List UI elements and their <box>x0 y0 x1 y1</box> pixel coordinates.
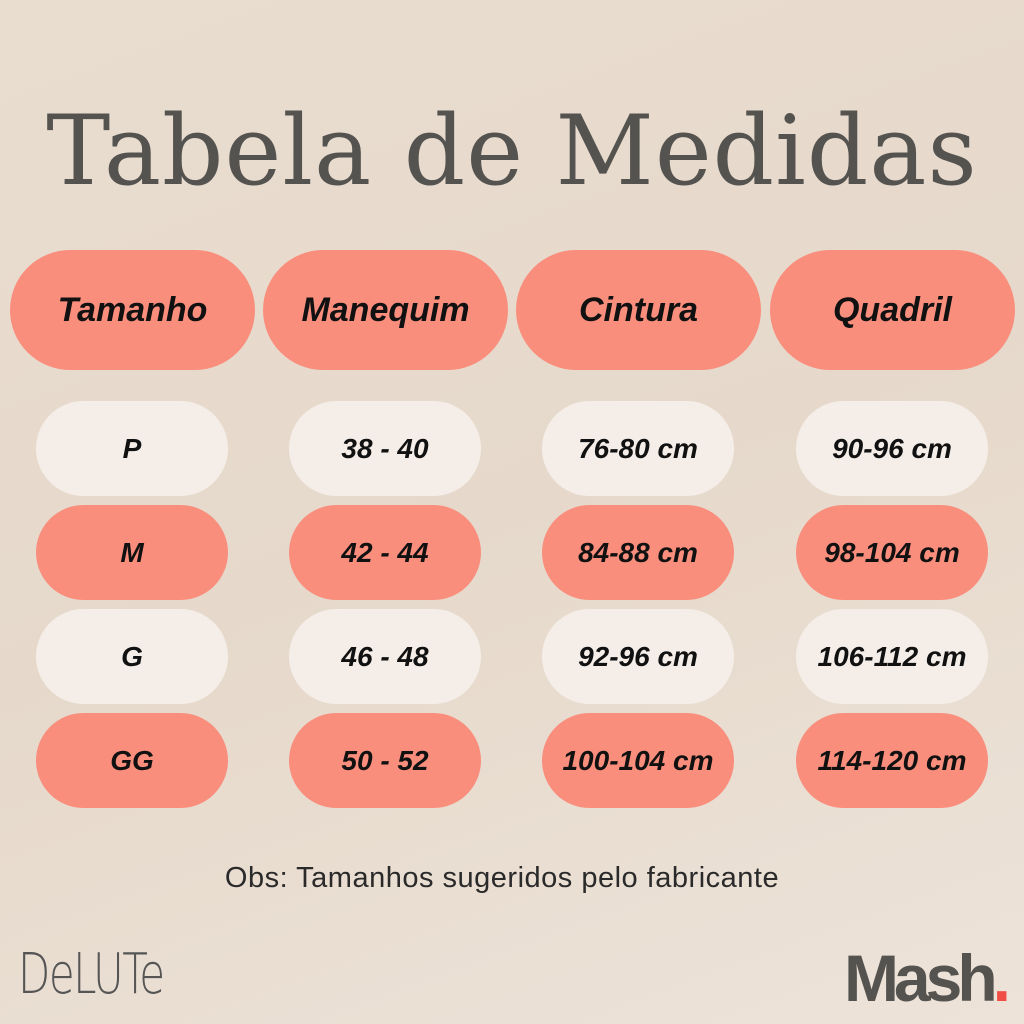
table-cell: 114-120 cm <box>796 713 988 808</box>
table-cell: 100-104 cm <box>542 713 734 808</box>
table-cell: P <box>36 401 228 496</box>
table-cell: G <box>36 609 228 704</box>
mash-logo-dot: . <box>992 941 1011 1015</box>
table-cell: 38 - 40 <box>289 401 481 496</box>
note-text: Obs: Tamanhos sugeridos pelo fabricante <box>224 862 780 894</box>
table-cell: 50 - 52 <box>289 713 481 808</box>
table-cell: 46 - 48 <box>289 609 481 704</box>
table-cell: 92-96 cm <box>542 609 734 704</box>
table-cell: 42 - 44 <box>289 505 481 600</box>
column-header-quadril: Quadril <box>770 250 1015 370</box>
delute-logo: DeLUTe <box>18 942 165 1007</box>
mash-logo-text: Mash <box>843 941 998 1015</box>
table-cell: 98-104 cm <box>796 505 988 600</box>
mash-logo: Mash. <box>843 940 1011 1016</box>
column-header-cintura: Cintura <box>516 250 761 370</box>
column-header-manequim: Manequim <box>263 250 508 370</box>
table-cell: 90-96 cm <box>796 401 988 496</box>
table-cell: GG <box>36 713 228 808</box>
table-cell: 76-80 cm <box>542 401 734 496</box>
column-header-tamanho: Tamanho <box>10 250 255 370</box>
page-title: Tabela de Medidas <box>46 95 978 207</box>
table-cell: 84-88 cm <box>542 505 734 600</box>
table-cell: 106-112 cm <box>796 609 988 704</box>
table-cell: M <box>36 505 228 600</box>
